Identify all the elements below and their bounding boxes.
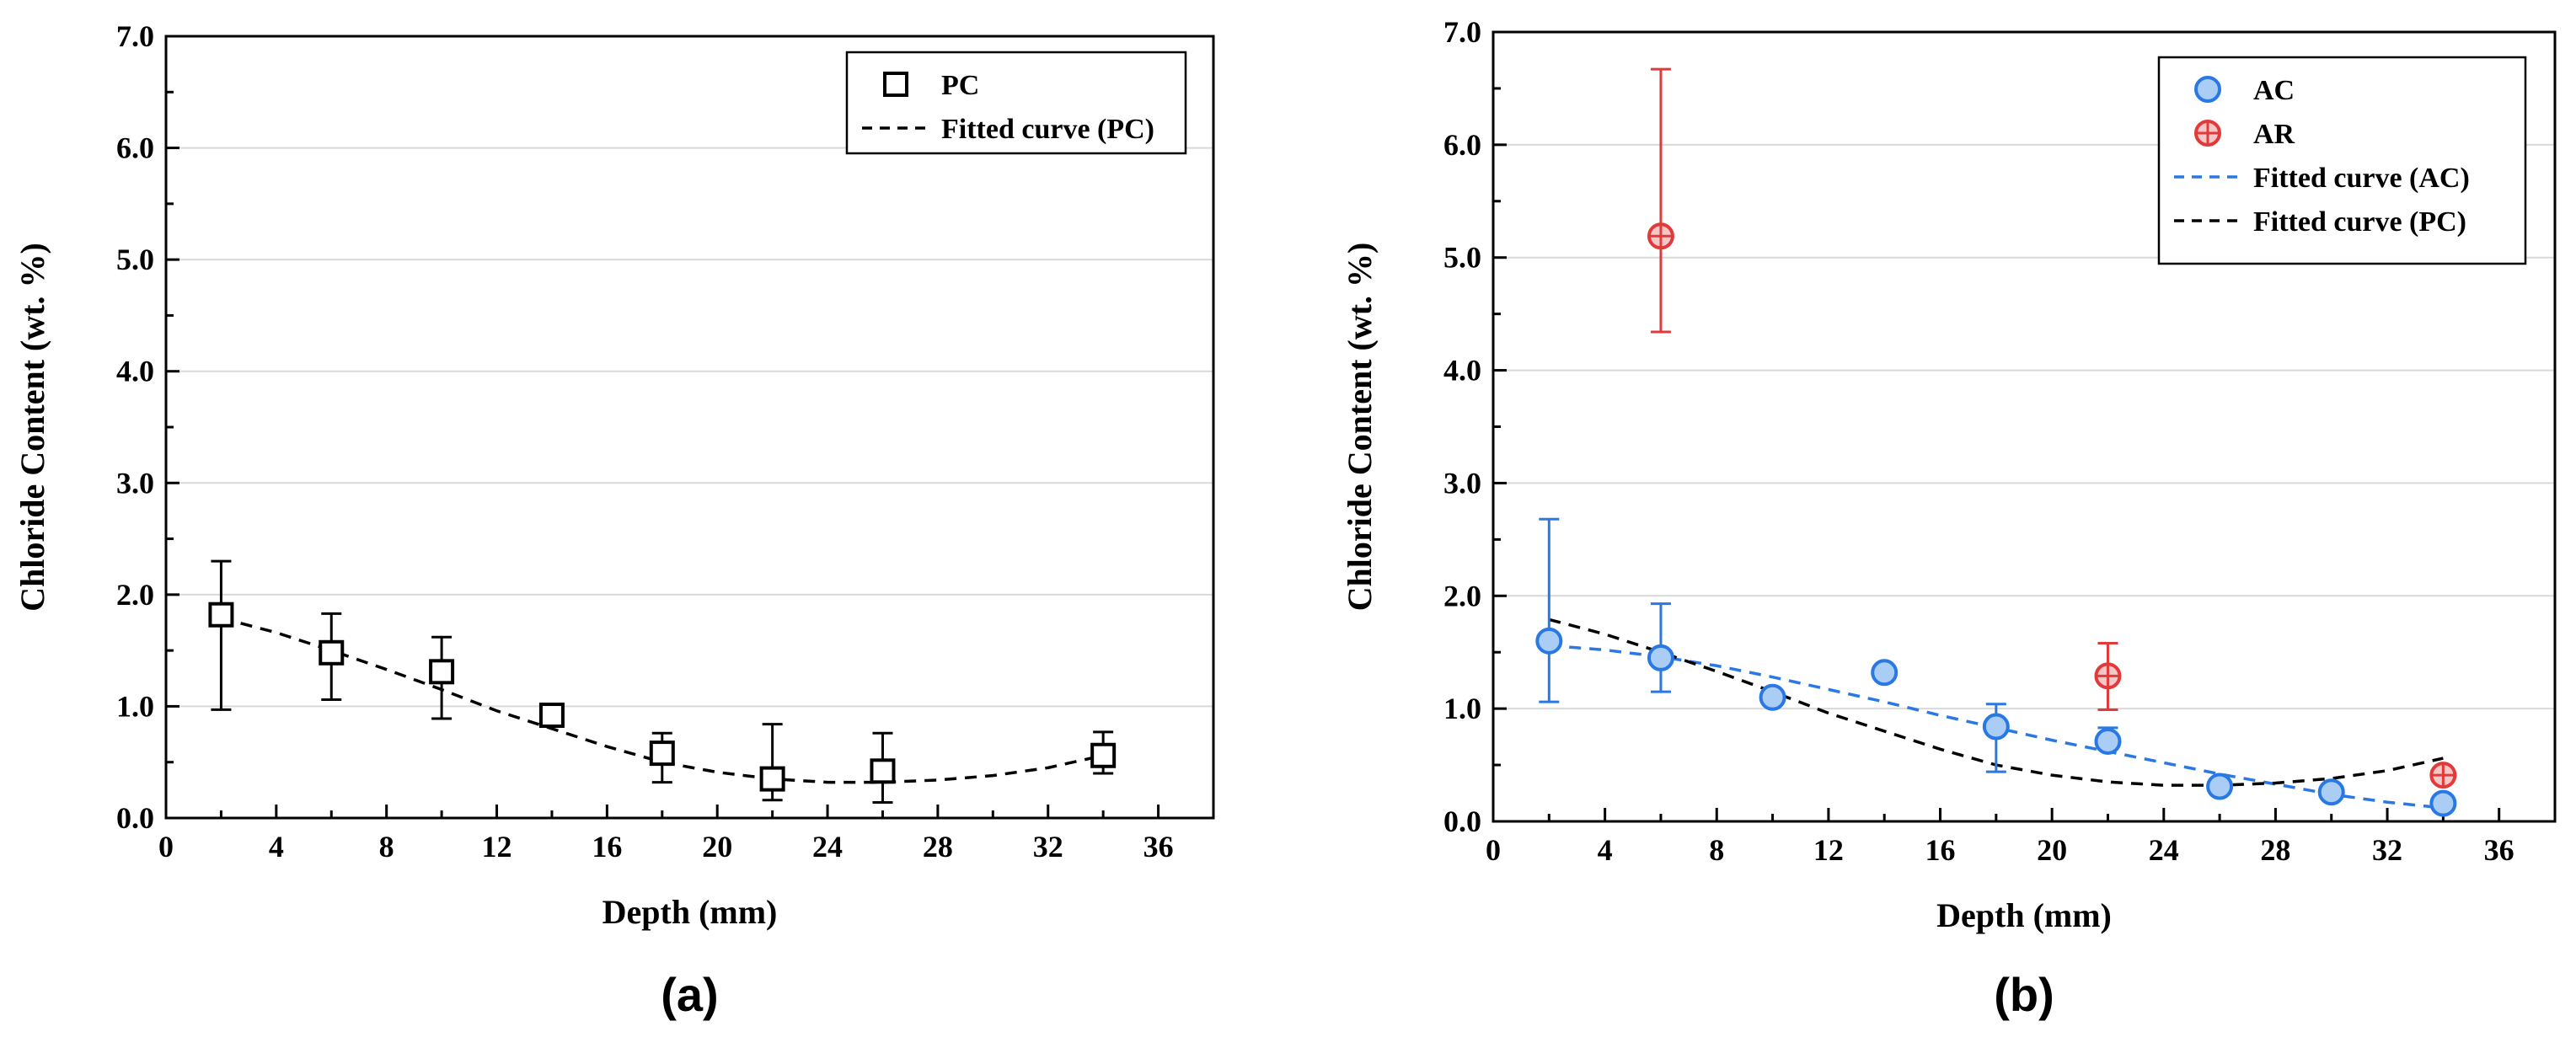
chart-panel-b: 0.0 1.0 2.0 3.0 4.0 5.0 6.0 7.0 0 4 8 12 16 20 24 28 32 3… (1341, 15, 2557, 1021)
y-tick-label: 6.0 (1443, 128, 1481, 162)
y-tick-label: 7.0 (1443, 15, 1481, 49)
y-tick-label: 5.0 (116, 243, 154, 276)
y-tick-label: 0.0 (116, 801, 154, 835)
data-point-circle (2206, 773, 2234, 800)
x-tick-label: 32 (2372, 833, 2402, 867)
x-tick-label: 20 (702, 830, 732, 863)
x-tick-label: 4 (269, 830, 284, 863)
data-point-square (538, 703, 565, 729)
y-tick-label: 2.0 (1443, 579, 1481, 612)
y-tick-label: 1.0 (116, 689, 154, 723)
x-tick-label: 8 (379, 830, 394, 863)
legend: AC AR Fitted curve (AC) Fitted curve (PC) (2157, 56, 2527, 265)
data-point-circle (2429, 789, 2457, 817)
panel-label: (a) (661, 968, 718, 1021)
x-tick-label: 16 (592, 830, 622, 863)
x-tick-label: 0 (158, 830, 174, 863)
x-tick-label: 36 (2484, 833, 2514, 867)
x-tick-label: 28 (923, 830, 953, 863)
x-tick-label: 8 (1709, 833, 1724, 867)
y-tick-label: 4.0 (1443, 354, 1481, 388)
legend: PC Fitted curve (PC) (845, 51, 1187, 155)
x-tick-label: 12 (1813, 833, 1844, 867)
y-axis-label: Chloride Content (wt. %) (13, 243, 51, 612)
y-tick-label: 4.0 (116, 355, 154, 388)
data-point-circle (2094, 727, 2122, 755)
x-tick-label: 12 (482, 830, 512, 863)
x-tick-label: 24 (2149, 833, 2179, 867)
data-point-circle (1647, 644, 1674, 671)
x-tick-label: 32 (1033, 830, 1063, 863)
legend-entry-label: PC (941, 70, 979, 101)
data-point-square (649, 741, 675, 767)
x-tick-label: 4 (1598, 833, 1613, 867)
data-point-square (208, 602, 234, 628)
data-point-circle (1871, 659, 1899, 687)
data-point-square (1090, 742, 1117, 768)
x-tick-label: 36 (1143, 830, 1174, 863)
y-tick-label: 5.0 (1443, 241, 1481, 275)
data-point-square (319, 639, 345, 666)
y-tick-label: 3.0 (116, 466, 154, 500)
data-point-square (759, 766, 785, 792)
data-point-circle-plus (1647, 222, 1674, 250)
data-point-square (870, 758, 896, 784)
fitted-curve-line (220, 617, 1104, 784)
legend-marker (2194, 76, 2221, 103)
legend-entry-label: Fitted curve (PC) (2253, 206, 2466, 238)
legend-entry-label: AC (2253, 75, 2295, 106)
data-point-circle (1982, 713, 2010, 741)
legend-marker (883, 72, 908, 97)
y-tick-label: 1.0 (1443, 692, 1481, 725)
legend-entry-label: Fitted curve (PC) (941, 114, 1154, 145)
x-tick-label: 0 (1486, 833, 1501, 867)
y-tick-label: 2.0 (116, 578, 154, 612)
y-tick-label: 0.0 (1443, 805, 1481, 838)
y-tick-label: 6.0 (116, 131, 154, 165)
x-axis-label: Depth (mm) (602, 893, 778, 931)
legend-marker (2194, 120, 2221, 147)
data-point-circle (1759, 683, 1786, 711)
legend-box (845, 51, 1187, 155)
data-point-circle-plus (2429, 762, 2457, 789)
panel-label: (b) (1994, 968, 2054, 1021)
y-axis-label: Chloride Content (wt. %) (1341, 243, 1379, 612)
legend-entry-label: Fitted curve (AC) (2253, 163, 2470, 194)
x-tick-label: 24 (812, 830, 843, 863)
data-point-circle (2317, 778, 2345, 806)
x-tick-label: 28 (2260, 833, 2290, 867)
y-tick-label: 3.0 (1443, 466, 1481, 500)
legend-entry-label: AR (2253, 119, 2295, 150)
y-tick-label: 7.0 (116, 19, 154, 53)
data-point-circle-plus (2094, 662, 2122, 690)
data-point-square (429, 659, 455, 685)
x-tick-label: 16 (1925, 833, 1956, 867)
x-axis-label: Depth (mm) (1936, 896, 2112, 934)
data-point-circle (1535, 627, 1563, 655)
x-tick-label: 20 (2037, 833, 2067, 867)
chart-panel-a: 0.0 1.0 2.0 3.0 4.0 5.0 6.0 7.0 0 4 8 12 16 20 24 28 32 3… (13, 19, 1215, 1021)
